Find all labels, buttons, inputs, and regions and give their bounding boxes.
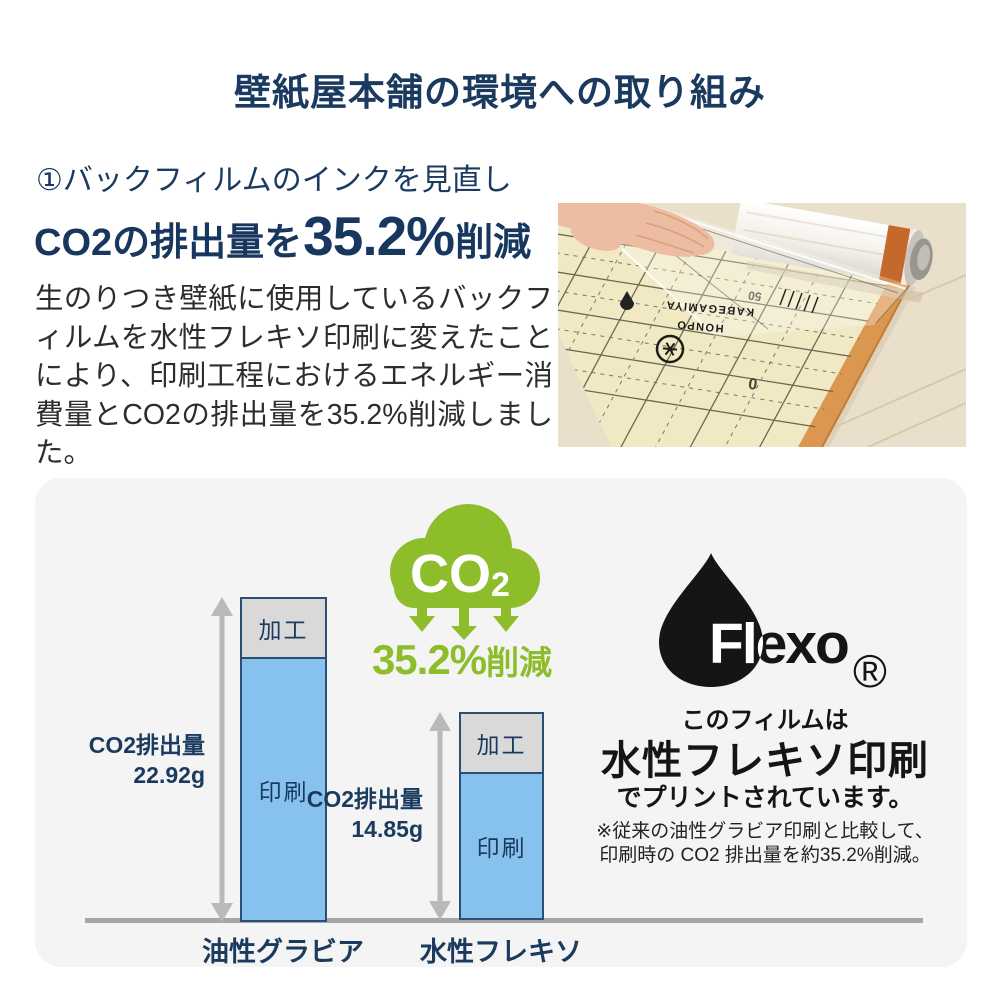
reduction-value: 35.2%	[371, 636, 487, 683]
bar-oil-processing-segment: 加工	[242, 599, 325, 659]
film-text-honpo: HONPO	[675, 318, 724, 334]
hand	[558, 203, 715, 257]
headline-prefix: CO2の排出量を	[34, 222, 303, 264]
chart-baseline	[85, 918, 923, 923]
registered-mark: ®	[853, 645, 887, 695]
category-label-water-flexo: 水性フレキソ	[420, 937, 582, 967]
film-circle-logo	[655, 334, 685, 364]
segment-label: 印刷	[476, 835, 527, 861]
co2-reduction-headline: CO2の排出量を 35.2% 削減	[34, 204, 531, 268]
reduction-annotation: 35.2%削減	[327, 636, 597, 684]
comparison-panel: 加工 印刷 加工 印刷 CO2排出量 22.92g CO2排出量 14.85g …	[35, 478, 967, 967]
measure-label-oil: CO2排出量 22.92g	[45, 730, 205, 790]
section-heading: ①バックフィルムのインクを見直し	[36, 164, 512, 197]
bar-oil-printing-segment: 印刷	[242, 659, 325, 920]
measure-caption: CO2排出量	[88, 732, 205, 758]
flexo-footnote-line1: ※従来の油性グラビア印刷と比較して、	[596, 821, 934, 842]
sheet-edge-line	[819, 280, 912, 452]
film-drop-mark	[620, 291, 634, 310]
headline-value: 35.2%	[303, 205, 455, 267]
left-measure-arrow	[211, 597, 233, 922]
ruler-mark-50: 50	[747, 288, 762, 304]
segment-label: 印刷	[258, 778, 309, 805]
flexo-wordmark-white: Flexo	[709, 612, 848, 676]
flexo-caption-line1: このフィルムは	[681, 707, 849, 734]
film-highlights	[621, 210, 907, 334]
flexo-footnote-line2: 印刷時の CO2 排出量を約35.2%削減。	[599, 845, 931, 866]
bar-flexo-processing-segment: 加工	[461, 714, 542, 774]
sheet-orange-edge	[798, 277, 911, 451]
cloud-co2-text: CO2	[410, 544, 510, 604]
reduction-suffix: 削減	[486, 644, 553, 681]
flexo-caption-line3: でプリントされています。	[616, 784, 914, 812]
wallpaper-roll	[731, 199, 933, 286]
bar-oil-gravure: 加工 印刷	[240, 597, 327, 922]
flexo-caption-line2: 水性フレキソ印刷	[601, 739, 929, 783]
product-photo: 10 50 0	[558, 199, 967, 453]
film-hatch-marks	[779, 288, 819, 314]
category-label-oil-gravure: 油性グラビア	[202, 937, 364, 967]
flexo-logo: Flexo Flexo ®	[659, 553, 887, 695]
page-title: 壁紙屋本舗の環境への取り組み	[234, 72, 766, 113]
flexo-wordmark-black: Flexo	[709, 612, 848, 676]
bar-flexo-printing-segment: 印刷	[461, 774, 542, 918]
intro-paragraph: 生のりつき壁紙に使用しているバックフィルムを水性フレキソ印刷に変えたことにより、…	[35, 283, 553, 469]
photo-illustration: 10 50 0	[558, 199, 967, 453]
right-measure-arrow	[429, 712, 451, 920]
segment-label: 加工	[476, 732, 527, 758]
headline-suffix: 削減	[455, 222, 532, 264]
ruler-mark-0: 0	[747, 374, 758, 392]
flexo-droplet	[659, 553, 763, 687]
measure-label-flexo: CO2排出量 14.85g	[273, 784, 423, 844]
co2-cloud-icon: CO2	[390, 504, 540, 640]
measure-value: 22.92g	[133, 762, 205, 788]
roll-shadow	[746, 261, 924, 303]
segment-label: 加工	[258, 617, 309, 643]
measure-caption: CO2排出量	[306, 786, 423, 812]
measure-value: 14.85g	[351, 816, 423, 842]
bar-water-flexo: 加工 印刷	[459, 712, 544, 920]
